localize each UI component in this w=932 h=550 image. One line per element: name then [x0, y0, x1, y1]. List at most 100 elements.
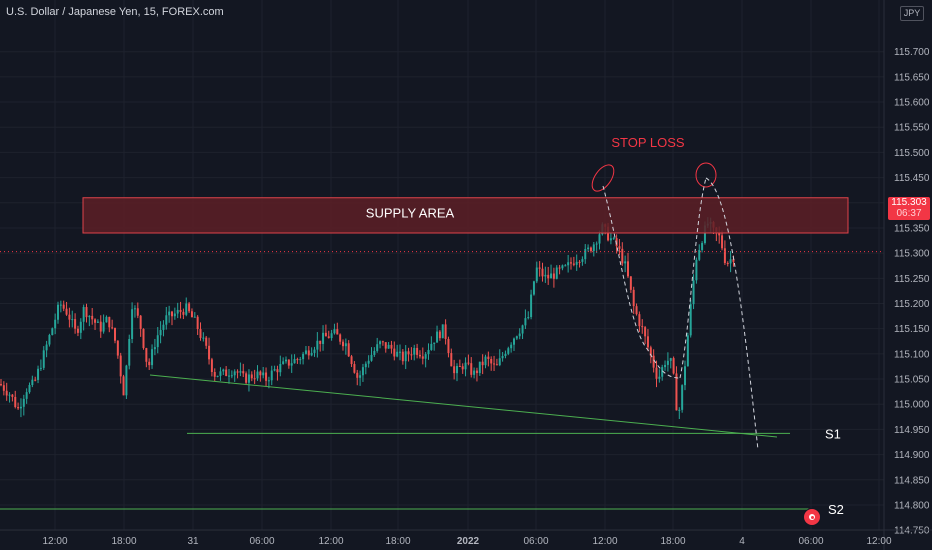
candle-body: [589, 247, 592, 252]
candle-body: [404, 351, 407, 362]
candle-body: [125, 365, 128, 396]
candle-body: [222, 369, 225, 372]
time-tick-label: 2022: [457, 536, 480, 547]
record-icon[interactable]: [804, 509, 820, 525]
candle-body: [558, 267, 561, 269]
candle-body: [547, 274, 550, 279]
candle-body: [333, 329, 336, 334]
candle-body: [684, 366, 686, 386]
time-tick-label: 06:00: [249, 536, 274, 547]
candle-body: [273, 369, 276, 371]
chart-grid: [0, 0, 884, 531]
candle-body: [655, 367, 658, 379]
candle-body: [324, 332, 327, 337]
candle-body: [319, 340, 322, 344]
currency-badge[interactable]: JPY: [900, 6, 924, 21]
candle-body: [584, 249, 587, 260]
candle-body: [356, 372, 359, 378]
candle-body: [239, 371, 242, 373]
candle-body: [279, 363, 282, 373]
candle-body: [119, 355, 122, 377]
candle-body: [438, 331, 441, 339]
candle-body: [96, 321, 99, 323]
candle-body: [68, 314, 71, 320]
candle-body: [410, 354, 413, 356]
candle-body: [644, 327, 647, 337]
candle-body: [276, 369, 279, 373]
candle-body: [498, 358, 501, 366]
candle-body: [65, 308, 68, 315]
candle-body: [350, 356, 353, 365]
candle-body: [376, 344, 379, 351]
candle-body: [550, 273, 553, 279]
candle-body: [88, 315, 91, 318]
supply-area-label: SUPPLY AREA: [366, 206, 455, 221]
candle-body: [527, 317, 530, 319]
candle-body: [470, 363, 473, 375]
candle-body: [145, 348, 148, 362]
candle-body: [313, 349, 316, 353]
price-tick-label: 114.900: [894, 450, 930, 461]
candle-body: [242, 371, 245, 374]
candle-body: [364, 363, 367, 368]
candle-body: [353, 364, 356, 373]
candle-body: [658, 376, 661, 379]
candle-body: [495, 364, 498, 366]
candle-body: [675, 373, 678, 411]
candle-body: [561, 265, 564, 269]
price-tick-label: 115.350: [894, 223, 930, 234]
stop-loss-label: STOP LOSS: [611, 135, 685, 150]
candle-body: [296, 359, 299, 361]
candle-body: [541, 268, 544, 277]
candle-body: [538, 267, 541, 269]
candle-body: [447, 338, 450, 354]
candle-body: [2, 385, 5, 391]
candle-body: [208, 345, 211, 360]
candle-body: [287, 359, 290, 366]
time-tick-label: 12:00: [42, 536, 67, 547]
candle-body: [219, 371, 222, 376]
price-tick-label: 115.300: [894, 249, 930, 260]
time-tick-label: 18:00: [385, 536, 410, 547]
candle-body: [347, 343, 350, 357]
candle-body: [384, 342, 387, 349]
chart-annotations: SUPPLY AREA STOP LOSS S1 S2: [0, 135, 884, 517]
candle-body: [615, 238, 618, 247]
candle-body: [51, 328, 54, 336]
candle-body: [339, 334, 342, 342]
time-tick-label: 31: [187, 536, 199, 547]
candle-body: [666, 360, 669, 365]
candle-body: [108, 316, 111, 328]
candle-body: [564, 265, 567, 267]
candle-body: [336, 329, 339, 335]
time-tick-label: 18:00: [660, 536, 685, 547]
candle-body: [478, 361, 481, 374]
candle-body: [176, 309, 179, 314]
candle-body: [182, 311, 185, 315]
candle-body: [114, 328, 116, 341]
price-tick-label: 115.100: [894, 349, 930, 360]
candle-body: [592, 244, 595, 252]
price-tick-label: 115.500: [894, 148, 930, 159]
candle-body: [173, 313, 176, 317]
candle-body: [247, 374, 250, 383]
candle-body: [532, 281, 535, 295]
candle-body: [370, 354, 373, 361]
candle-body: [487, 356, 490, 360]
candle-body: [681, 385, 684, 410]
candle-body: [504, 353, 507, 357]
candle-body: [544, 274, 547, 277]
candle-body: [102, 322, 105, 332]
candle-body: [552, 273, 555, 279]
candle-body: [424, 354, 427, 359]
candle-body: [427, 349, 430, 355]
candle-body: [142, 328, 145, 349]
candle-body: [225, 369, 228, 376]
candle-body: [99, 321, 102, 332]
candle-body: [116, 340, 119, 356]
candle-body: [79, 321, 82, 333]
candle-body: [190, 311, 193, 318]
candle-body: [304, 350, 307, 354]
candle-body: [387, 344, 390, 349]
